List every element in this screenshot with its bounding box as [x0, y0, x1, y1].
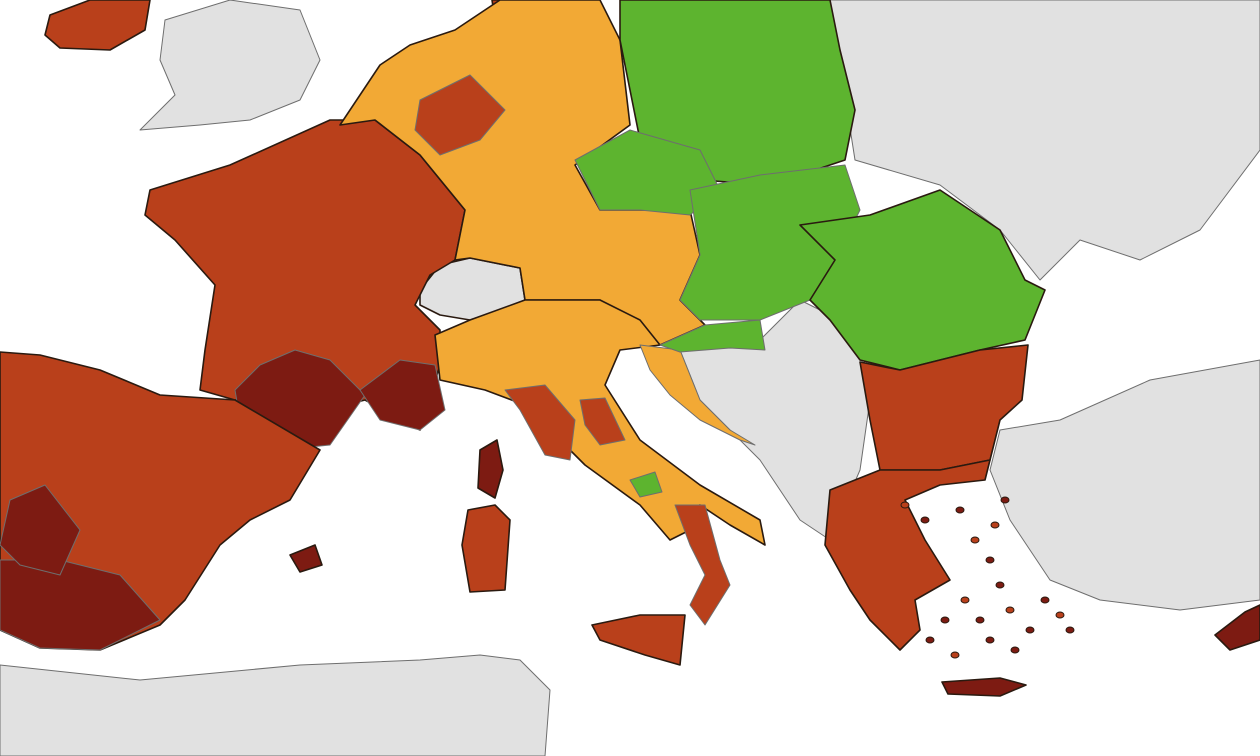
- region-romania: [799, 189, 1046, 371]
- region-eastern-europe: [829, 0, 1260, 281]
- region-italy-tuscany: [504, 384, 576, 461]
- greek-island: [960, 596, 970, 604]
- greek-island: [1005, 606, 1015, 614]
- region-spain-west: [0, 484, 81, 576]
- greek-island: [950, 651, 960, 659]
- greek-island: [925, 636, 935, 644]
- region-north-africa: [0, 654, 551, 756]
- greek-island: [920, 516, 930, 524]
- region-greece: [824, 459, 991, 651]
- region-sardinia: [461, 504, 511, 593]
- region-bulgaria: [859, 344, 1029, 471]
- region-italy-marche: [579, 397, 626, 446]
- region-cyprus: [1214, 604, 1260, 651]
- greek-island: [985, 556, 995, 564]
- greek-island: [1055, 611, 1065, 619]
- greek-island: [955, 506, 965, 514]
- region-crete: [941, 677, 1027, 697]
- region-slovenia-croatia: [659, 319, 766, 353]
- greek-island: [970, 536, 980, 544]
- region-corsica: [477, 439, 504, 499]
- region-spain-south: [0, 559, 161, 651]
- region-france-provence: [359, 359, 446, 431]
- greek-island: [1000, 496, 1010, 504]
- greek-island: [940, 616, 950, 624]
- greek-island: [985, 636, 995, 644]
- region-sicily: [591, 614, 686, 666]
- greek-island: [1010, 646, 1020, 654]
- region-ireland: [44, 0, 151, 51]
- region-croatia-coast: [639, 344, 756, 446]
- greek-island: [975, 616, 985, 624]
- greek-island: [1065, 626, 1075, 634]
- greek-island: [990, 521, 1000, 529]
- region-uk: [139, 0, 321, 131]
- greek-island: [900, 501, 910, 509]
- region-belgium-wallonia: [414, 74, 506, 156]
- region-balearics: [289, 544, 323, 573]
- region-italy-calabria: [674, 504, 731, 626]
- greek-island: [1040, 596, 1050, 604]
- greek-island: [995, 581, 1005, 589]
- greek-island: [1025, 626, 1035, 634]
- region-italy-molise: [629, 471, 663, 498]
